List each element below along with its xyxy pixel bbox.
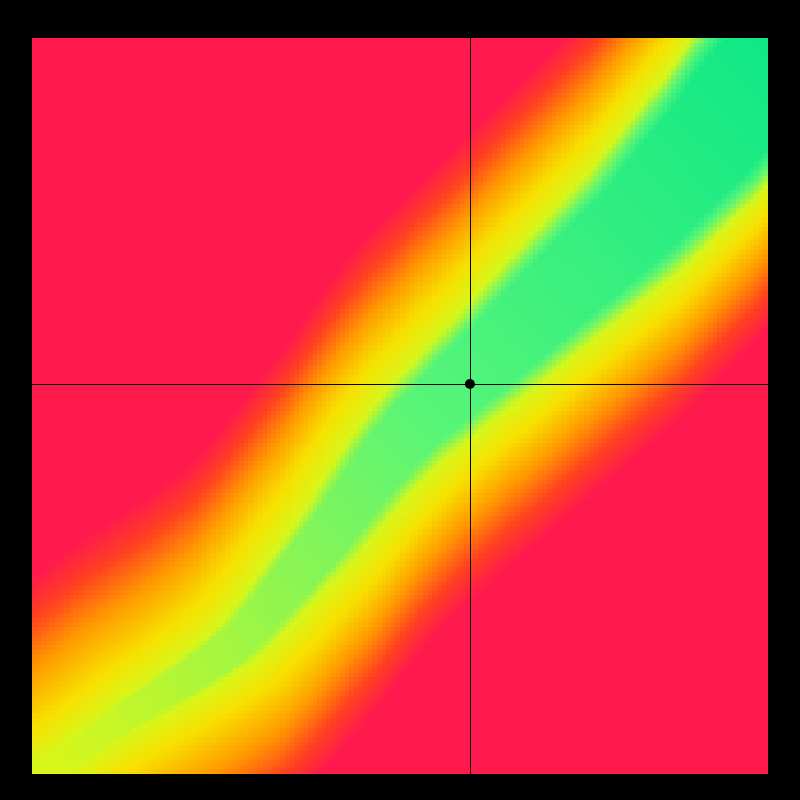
bottleneck-heatmap <box>0 0 800 800</box>
chart-container: TheBottleneck.com <box>0 0 800 800</box>
